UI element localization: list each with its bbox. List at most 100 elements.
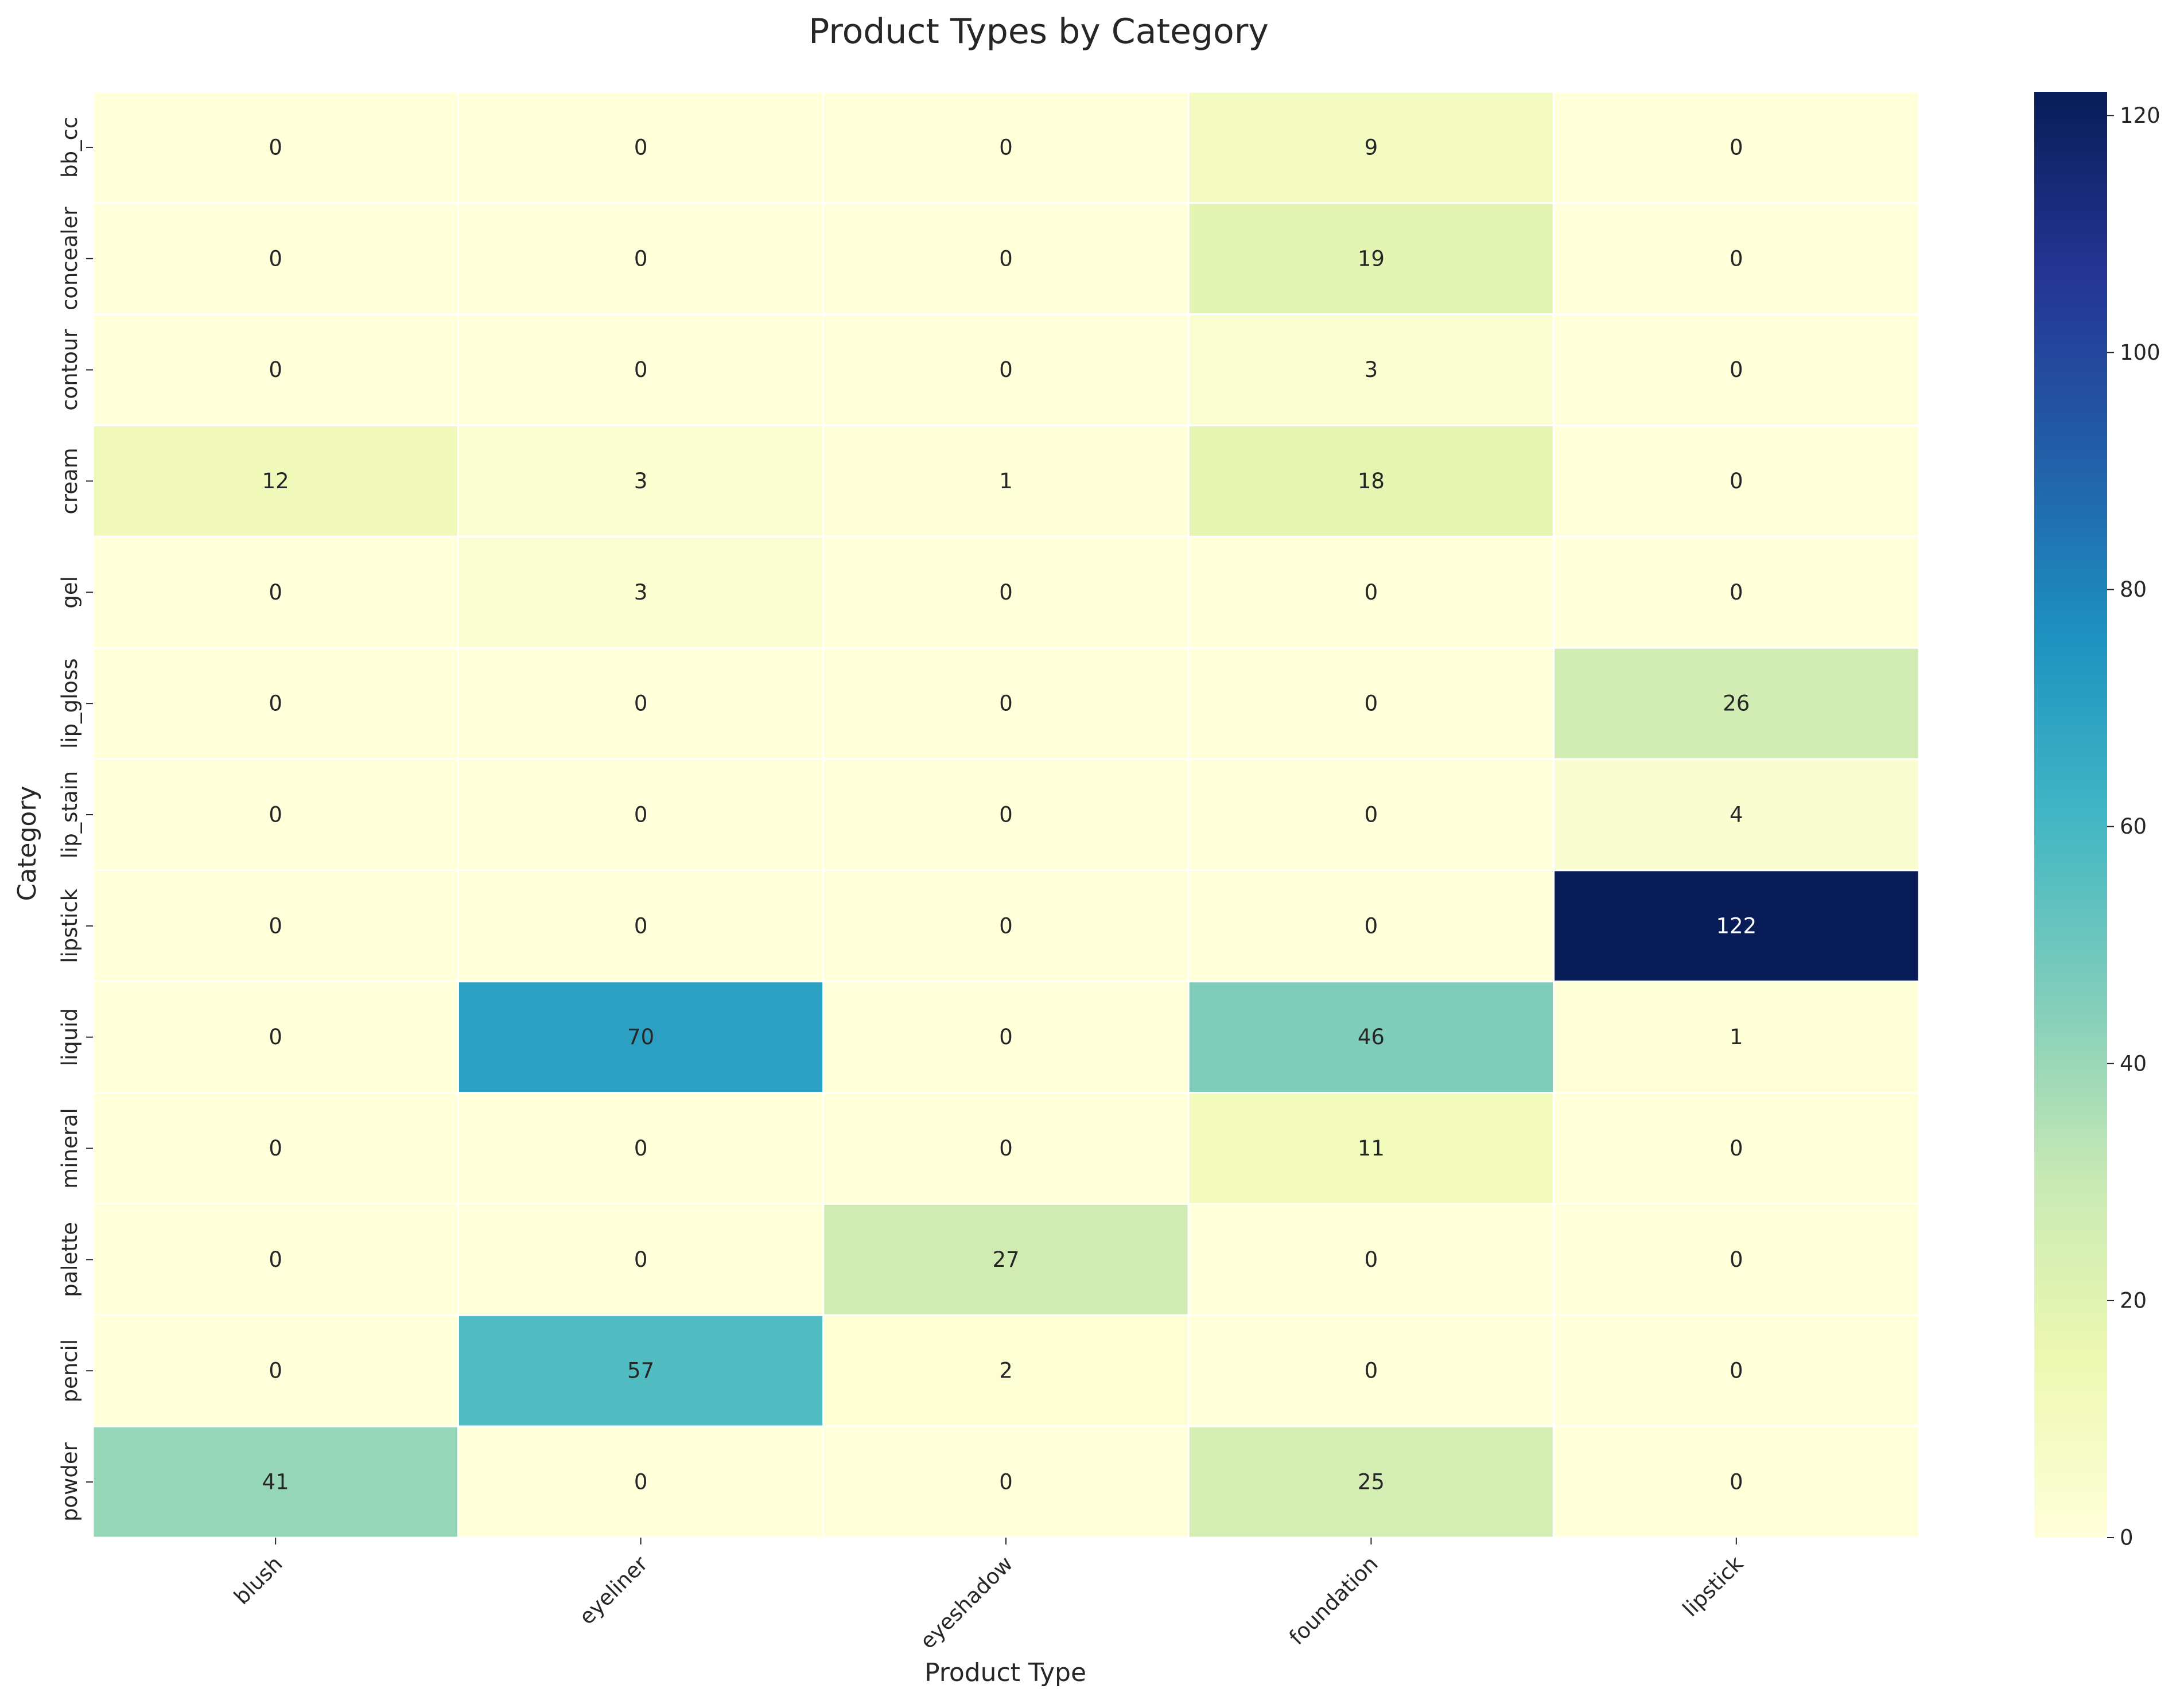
heatmap-cell-rect [822,1092,1190,1205]
heatmap-cell: 0 [1187,869,1555,983]
heatmap-cell-rect [822,535,1190,649]
colorbar: 0 20 40 60 80 100 120 [2034,92,2160,1550]
heatmap-cell: 1 [822,425,1190,538]
heatmap-cell: 70 [457,981,825,1094]
y-tick-label: contour [57,329,82,411]
heatmap-cell-rect [1187,425,1555,538]
heatmap-cell: 0 [822,1425,1190,1539]
heatmap-cell: 0 [457,313,825,427]
heatmap-cell-rect [1553,647,1920,760]
x-tick-label: eyeliner [574,1551,653,1629]
cell-value-label: 0 [269,246,282,271]
heatmap-cell: 0 [822,535,1190,649]
heatmap-cell-rect [822,91,1190,204]
cell-value-label: 0 [1730,1470,1743,1495]
cell-value-label: 1 [1730,1025,1743,1049]
heatmap-cell-rect [92,202,459,316]
heatmap-cell: 25 [1187,1425,1555,1539]
heatmap-cell: 0 [822,313,1190,427]
heatmap-cell: 0 [92,1314,459,1427]
heatmap-cell: 0 [822,758,1190,871]
chart-title: Product Types by Category [809,11,1269,52]
heatmap-cell: 26 [1553,647,1920,760]
cell-value-label: 0 [634,135,648,159]
cell-value-label: 41 [262,1470,289,1495]
cell-value-label: 0 [269,913,282,938]
y-tick-label: gel [57,576,82,609]
colorbar-tick-label: 20 [2120,1288,2147,1313]
heatmap-cell-rect [1553,981,1920,1094]
cell-value-label: 57 [627,1359,654,1383]
heatmap-cell: 0 [1553,425,1920,538]
cell-value-label: 19 [1358,246,1385,271]
cell-value-label: 0 [634,913,648,938]
colorbar-tick-label: 40 [2120,1051,2147,1076]
heatmap-cell-rect [822,1203,1190,1316]
cell-value-label: 0 [999,1136,1013,1161]
y-axis-label: Category [13,786,42,901]
heatmap-cell-rect [92,1203,459,1316]
heatmap-cell: 0 [1187,535,1555,649]
heatmap-cell-rect [1187,91,1555,204]
heatmap-cell: 27 [822,1203,1190,1316]
heatmap-cell: 0 [92,313,459,427]
x-tick-label: lipstick [1678,1551,1748,1622]
y-tick-label: lip_gloss [57,658,82,749]
cell-value-label: 0 [999,691,1013,716]
heatmap-cell-rect [457,1314,825,1427]
heatmap-cell-rect [1187,1425,1555,1539]
heatmap-cell: 0 [1553,1425,1920,1539]
heatmap-cell: 0 [92,647,459,760]
heatmap-cell-rect [92,869,459,983]
heatmap-cell: 18 [1187,425,1555,538]
cell-value-label: 0 [1365,1359,1378,1383]
cell-value-label: 0 [1730,1359,1743,1383]
cell-value-label: 0 [269,803,282,827]
y-tick-label: concealer [57,207,82,310]
heatmap-cell: 19 [1187,202,1555,316]
heatmap-cell-rect [92,758,459,871]
cell-value-label: 0 [269,580,282,605]
heatmap-cell: 0 [822,202,1190,316]
heatmap-cell-rect [92,91,459,204]
cell-value-label: 0 [634,691,648,716]
heatmap-cell-rect [457,981,825,1094]
heatmap-cell: 41 [92,1425,459,1539]
heatmap-cell-rect [1553,1425,1920,1539]
heatmap-cell: 0 [1187,1314,1555,1427]
cell-value-label: 0 [999,135,1013,159]
cell-value-label: 26 [1723,691,1750,716]
cell-value-label: 0 [269,1359,282,1383]
heatmap-cell: 0 [92,869,459,983]
cell-value-label: 0 [1365,803,1378,827]
heatmap-cell: 0 [92,91,459,204]
cell-value-label: 0 [634,1136,648,1161]
heatmap-cell: 0 [92,1203,459,1316]
cell-value-label: 0 [1730,580,1743,605]
heatmap-cell: 11 [1187,1092,1555,1205]
heatmap-cell-rect [822,981,1190,1094]
heatmap-cell-rect [1187,313,1555,427]
heatmap-cell: 0 [457,1092,825,1205]
x-tick-label: eyeshadow [915,1551,1017,1653]
y-tick-label: mineral [57,1108,82,1189]
heatmap-cell-rect [457,1425,825,1539]
x-tick-label: blush [229,1551,287,1609]
heatmap-cell-rect [1553,535,1920,649]
heatmap-cell: 0 [1553,1314,1920,1427]
heatmap-cell-rect [1187,1203,1555,1316]
heatmap-cell: 1 [1553,981,1920,1094]
cell-value-label: 0 [999,803,1013,827]
cell-value-label: 0 [999,1025,1013,1049]
cell-value-label: 3 [634,580,648,605]
cell-value-label: 0 [1730,246,1743,271]
heatmap-cell: 57 [457,1314,825,1427]
heatmap-cell: 0 [1553,91,1920,204]
heatmap-cell: 0 [92,758,459,871]
cell-value-label: 4 [1730,803,1743,827]
cell-value-label: 0 [999,246,1013,271]
heatmap-cell: 0 [822,647,1190,760]
heatmap-cell-rect [1553,869,1920,983]
heatmap-cell: 3 [457,535,825,649]
